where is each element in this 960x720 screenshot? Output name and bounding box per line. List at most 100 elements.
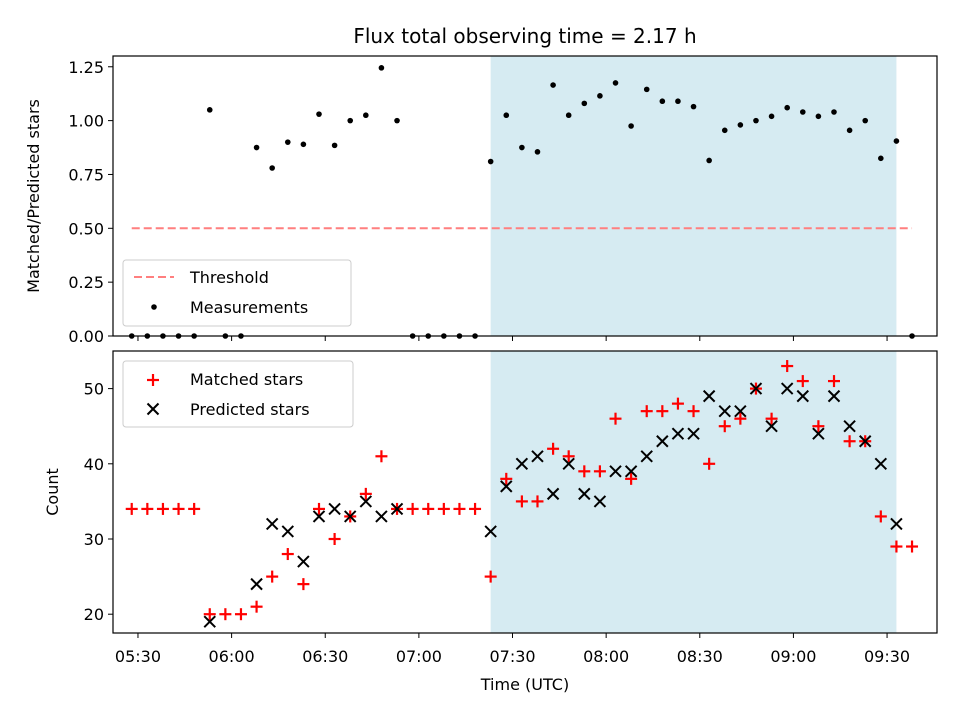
matched-star-point bbox=[578, 465, 591, 478]
y-tick-label: 0.25 bbox=[68, 273, 104, 292]
ratio-legend: Threshold Measurements bbox=[122, 259, 352, 327]
matched-star-point bbox=[734, 412, 747, 425]
measurement-point bbox=[503, 112, 510, 119]
count-legend: Matched stars Predicted stars bbox=[122, 360, 354, 428]
measurement-point bbox=[862, 117, 869, 124]
measurement-point bbox=[737, 122, 744, 128]
measurement-point bbox=[300, 141, 307, 148]
measurement-point bbox=[878, 155, 884, 162]
measurement-point bbox=[487, 158, 494, 165]
matched-star-point bbox=[703, 457, 716, 470]
predicted-star-point bbox=[484, 525, 497, 538]
measurement-point bbox=[815, 113, 822, 120]
matched-star-point bbox=[156, 502, 169, 515]
predicted-star-point bbox=[250, 577, 263, 591]
measurement-point bbox=[378, 65, 385, 71]
predicted-star-point bbox=[812, 427, 825, 440]
matched-star-point bbox=[313, 502, 325, 515]
predicted-star-point bbox=[749, 382, 763, 395]
measurement-point bbox=[690, 103, 697, 110]
y-tick-label: 1.25 bbox=[68, 58, 104, 77]
predicted-star-point bbox=[796, 389, 809, 403]
measurements-legend-swatch bbox=[151, 304, 157, 310]
matched-star-point bbox=[796, 375, 809, 388]
measurement-point bbox=[534, 149, 541, 155]
predicted-star-point bbox=[531, 450, 544, 463]
matched-legend-label: Matched stars bbox=[190, 370, 303, 389]
measurement-point bbox=[768, 113, 775, 120]
matched-star-point bbox=[671, 397, 684, 410]
x-tick-label: 09:30 bbox=[864, 647, 910, 666]
x-tick-label: 07:00 bbox=[396, 647, 442, 666]
measurement-point bbox=[269, 165, 275, 171]
ratio-legend-box bbox=[122, 259, 352, 327]
observing-window-shade bbox=[490, 56, 897, 336]
x-tick-label: 06:00 bbox=[209, 647, 255, 666]
count-x-ticks: 05:30 06:00 06:30 07:00 07:30 08:00 08:30 09:00… bbox=[115, 633, 910, 666]
predicted-star-point bbox=[578, 487, 591, 501]
matched-star-point bbox=[765, 412, 778, 425]
time-x-axis-label: Time (UTC) bbox=[480, 675, 569, 694]
x-tick-label: 07:30 bbox=[489, 647, 535, 666]
measurement-point bbox=[363, 112, 369, 119]
measurement-point bbox=[565, 112, 572, 119]
matched-star-point bbox=[843, 435, 856, 448]
matched-star-point bbox=[625, 472, 638, 485]
predicted-star-point bbox=[609, 465, 622, 478]
predicted-star-point bbox=[562, 457, 575, 471]
predicted-star-point bbox=[593, 495, 607, 508]
measurement-point bbox=[675, 98, 681, 105]
measurement-point bbox=[784, 104, 790, 111]
predicted-legend-swatch bbox=[146, 402, 160, 416]
count-legend-box bbox=[122, 360, 354, 428]
x-tick-label: 05:30 bbox=[115, 647, 161, 666]
x-tick-label: 08:00 bbox=[583, 647, 629, 666]
predicted-star-point bbox=[734, 404, 747, 418]
matched-star-point bbox=[656, 405, 669, 418]
predicted-star-point bbox=[344, 510, 357, 523]
matched-star-point bbox=[297, 578, 310, 591]
threshold-legend-label: Threshold bbox=[189, 268, 269, 287]
predicted-star-point bbox=[843, 419, 856, 433]
predicted-star-point bbox=[359, 495, 373, 508]
measurement-point bbox=[253, 144, 260, 151]
ratio-y-axis-label: Matched/Predicted stars bbox=[24, 99, 43, 293]
measurement-point bbox=[659, 98, 666, 105]
predicted-star-point bbox=[656, 435, 669, 448]
matched-star-point bbox=[593, 465, 606, 478]
matched-star-point bbox=[812, 420, 825, 433]
matched-star-point bbox=[515, 495, 528, 508]
measurement-point bbox=[347, 117, 354, 124]
chart-title: Flux total observing time = 2.17 h bbox=[353, 24, 696, 48]
matched-star-point bbox=[500, 472, 513, 485]
y-tick-label: 0.00 bbox=[68, 327, 104, 346]
matched-star-point bbox=[250, 600, 263, 613]
measurement-point bbox=[581, 100, 588, 107]
count-axes-frame bbox=[112, 350, 938, 634]
predicted-star-point bbox=[500, 480, 513, 493]
y-tick-label: 1.00 bbox=[68, 112, 104, 131]
predicted-star-point bbox=[624, 465, 638, 478]
matched-star-point bbox=[828, 375, 840, 388]
ratio-y-ticks: 0.00 0.25 0.50 0.75 1.00 1.25 bbox=[68, 58, 113, 346]
matched-star-point bbox=[234, 608, 247, 621]
predicted-star-point bbox=[827, 389, 841, 403]
matched-legend-swatch bbox=[147, 374, 159, 386]
predicted-star-point bbox=[265, 517, 279, 531]
matched-star-point bbox=[375, 450, 388, 463]
predicted-star-point bbox=[390, 502, 404, 516]
predicted-star-point bbox=[312, 510, 326, 523]
ratio-marks bbox=[128, 65, 915, 339]
measurement-point bbox=[706, 157, 712, 164]
predicted-star-point bbox=[281, 525, 294, 538]
matched-star-point bbox=[406, 502, 419, 515]
measurement-point bbox=[628, 123, 634, 129]
predicted-star-point bbox=[859, 435, 872, 448]
measurement-point bbox=[331, 142, 338, 149]
measurement-point bbox=[799, 109, 806, 115]
matched-star-point bbox=[484, 570, 497, 583]
matched-star-point bbox=[547, 442, 560, 455]
measurement-point bbox=[893, 138, 900, 144]
matched-star-point bbox=[141, 502, 154, 515]
predicted-star-point bbox=[515, 457, 529, 471]
